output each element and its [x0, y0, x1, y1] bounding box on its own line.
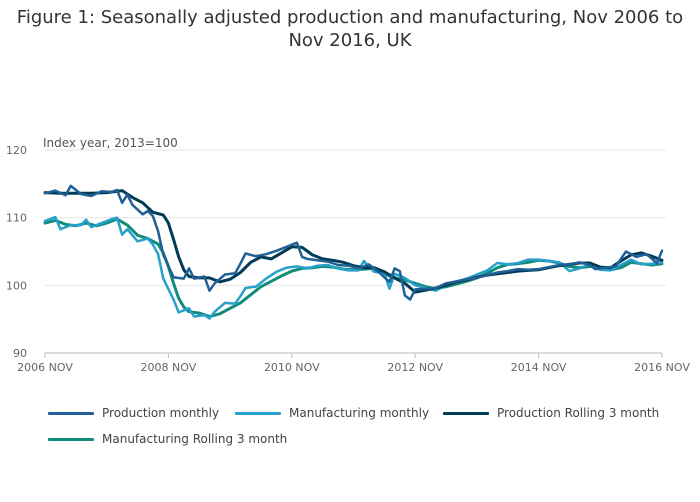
legend-item-production-rolling-3-month[interactable]: Production Rolling 3 month: [443, 406, 659, 420]
series-line-manufacturing-monthly: [43, 215, 664, 320]
x-tick-label-1: 2008 NOV: [141, 361, 197, 374]
legend-swatch-manufacturing-rolling-3-month: [48, 437, 94, 441]
y-tick-label-90: 90: [13, 347, 27, 360]
x-axis: 2006 NOV 2008 NOV 2010 NOV 2012 NOV 2014 NOV…: [17, 352, 690, 374]
legend-swatch-manufacturing-monthly: [235, 411, 281, 415]
legend-label-manufacturing-monthly: Manufacturing monthly: [289, 406, 430, 420]
series-lines: [43, 184, 664, 320]
x-tick-label-0: 2006 NOV: [17, 361, 73, 374]
chart-title-line-2: Nov 2016, UK: [288, 30, 412, 51]
legend-label-production-monthly: Production monthly: [102, 406, 220, 420]
gridlines: [45, 149, 666, 286]
legend-swatch-production-monthly: [48, 411, 94, 415]
legend-label-manufacturing-rolling-3-month: Manufacturing Rolling 3 month: [102, 432, 288, 446]
x-tick-label-4: 2014 NOV: [511, 361, 567, 374]
series-line-production-monthly: [43, 184, 664, 301]
legend-item-manufacturing-rolling-3-month[interactable]: Manufacturing Rolling 3 month: [48, 432, 287, 446]
legend-item-production-monthly[interactable]: Production monthly: [48, 406, 219, 420]
legend-label-production-rolling-3-month: Production Rolling 3 month: [497, 406, 660, 420]
x-tick-label-5: 2016 NOV: [634, 361, 690, 374]
y-tick-label-100: 100: [6, 279, 27, 292]
chart-title: Figure 1: Seasonally adjusted production…: [0, 6, 700, 52]
y-axis-ticks: 90 100 110 120: [6, 144, 27, 360]
x-tick-label-2: 2010 NOV: [264, 361, 320, 374]
y-tick-label-120: 120: [6, 144, 27, 157]
x-tick-label-3: 2012 NOV: [387, 361, 443, 374]
legend-swatch-production-rolling-3-month: [443, 411, 489, 415]
chart-title-line-1: Figure 1: Seasonally adjusted production…: [16, 7, 684, 28]
y-axis-label: Index year, 2013=100: [43, 136, 178, 150]
legend-item-manufacturing-monthly[interactable]: Manufacturing monthly: [235, 406, 429, 420]
y-tick-label-110: 110: [6, 212, 27, 225]
